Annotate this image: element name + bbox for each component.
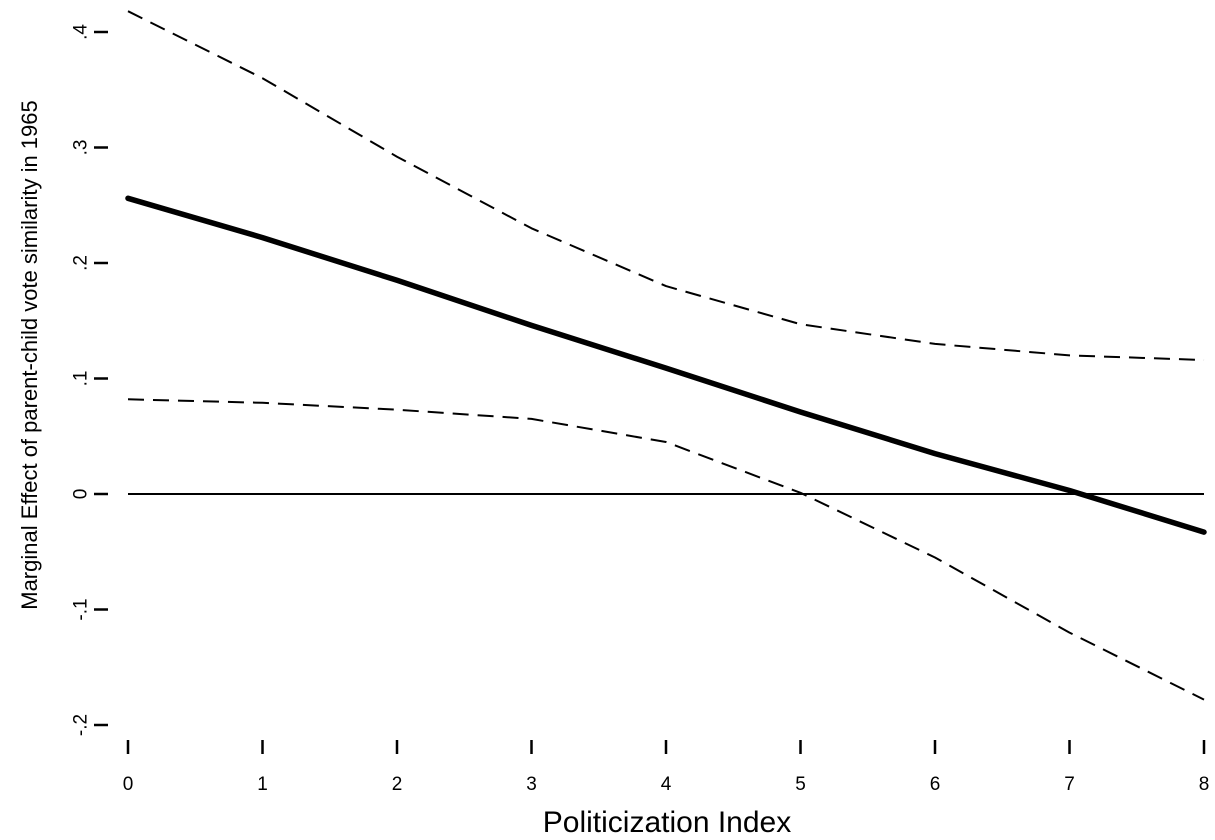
y-tick-label: 0: [71, 489, 92, 500]
y-tick-label: .4: [71, 24, 92, 40]
x-tick-label: 8: [1199, 774, 1210, 795]
x-tick-label: 2: [392, 774, 403, 795]
y-tick-label: -.2: [71, 714, 92, 736]
x-tick-label: 0: [123, 774, 134, 795]
y-tick-label: .2: [71, 255, 92, 271]
y-tick-label: .3: [71, 140, 92, 156]
y-axis: -.2 -.1 0 .1 .2 .3 .4: [71, 24, 108, 736]
x-tick-label: 1: [257, 774, 268, 795]
plot-lines: [125, 10, 1207, 701]
x-tick-label: 6: [930, 774, 941, 795]
x-axis: 0 1 2 3 4 5 6 7 8: [123, 740, 1210, 795]
x-tick-label: 3: [526, 774, 537, 795]
upper-confidence-line: [127, 10, 1205, 361]
y-tick-label: .1: [71, 371, 92, 387]
x-axis-title: Politicization Index: [543, 806, 791, 839]
y-axis-title: Marginal Effect of parent-child vote sim…: [17, 100, 42, 610]
x-tick-label: 7: [1064, 774, 1075, 795]
lower-confidence-line: [127, 398, 1205, 701]
x-tick-label: 4: [661, 774, 672, 795]
y-tick-label: -.1: [71, 598, 92, 620]
marginal-effect-line: [125, 195, 1207, 535]
x-tick-label: 5: [795, 774, 806, 795]
